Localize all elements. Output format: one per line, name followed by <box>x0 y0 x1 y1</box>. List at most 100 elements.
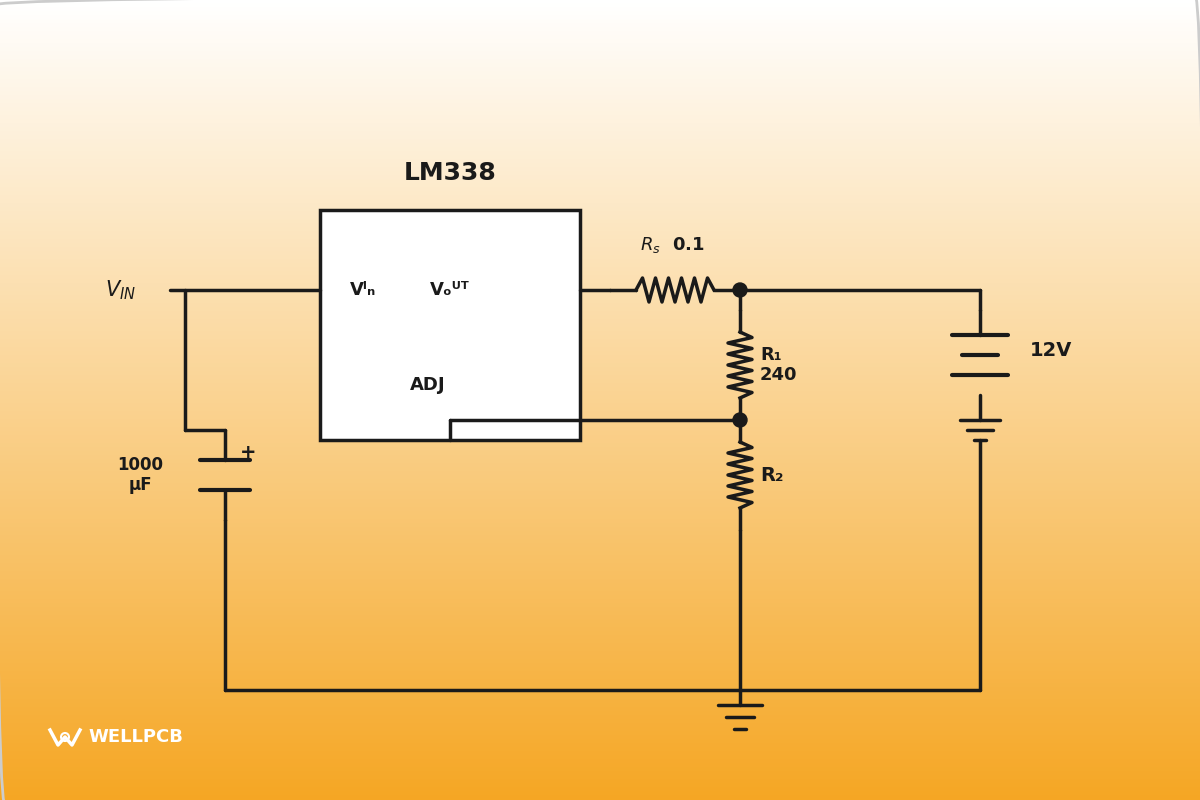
Bar <box>0 248 1200 252</box>
Text: Vₒᵁᵀ: Vₒᵁᵀ <box>430 281 469 299</box>
Bar <box>0 692 1200 696</box>
Bar <box>0 372 1200 376</box>
Bar <box>0 36 1200 40</box>
Bar <box>0 544 1200 548</box>
Bar <box>0 220 1200 224</box>
Bar <box>0 468 1200 472</box>
Bar <box>0 608 1200 612</box>
Bar <box>0 456 1200 460</box>
Bar <box>0 268 1200 272</box>
Bar <box>0 576 1200 580</box>
Bar <box>0 336 1200 340</box>
Bar <box>0 480 1200 484</box>
Bar <box>0 672 1200 676</box>
Bar <box>0 368 1200 372</box>
Bar <box>0 464 1200 468</box>
Bar <box>0 512 1200 516</box>
Bar <box>0 648 1200 652</box>
Bar <box>0 396 1200 400</box>
Bar <box>0 236 1200 240</box>
Circle shape <box>733 413 746 427</box>
Bar <box>0 204 1200 208</box>
Bar <box>0 716 1200 720</box>
Bar <box>0 164 1200 168</box>
Bar <box>0 28 1200 32</box>
Bar <box>0 532 1200 536</box>
Bar <box>0 152 1200 156</box>
Bar <box>0 588 1200 592</box>
Bar <box>0 72 1200 76</box>
Bar <box>0 460 1200 464</box>
Text: $V_{IN}$: $V_{IN}$ <box>106 278 136 302</box>
Bar <box>0 436 1200 440</box>
Bar <box>0 504 1200 508</box>
Bar <box>0 180 1200 184</box>
Bar <box>0 632 1200 636</box>
Text: Vᴵₙ: Vᴵₙ <box>350 281 377 299</box>
Bar <box>0 556 1200 560</box>
Bar <box>0 252 1200 256</box>
Bar <box>0 764 1200 768</box>
Bar <box>0 300 1200 304</box>
Text: R₂: R₂ <box>760 466 784 485</box>
Bar <box>0 344 1200 348</box>
Bar <box>0 560 1200 564</box>
Bar <box>0 524 1200 528</box>
Bar <box>0 668 1200 672</box>
Bar <box>0 508 1200 512</box>
Bar <box>0 196 1200 200</box>
Text: 12V: 12V <box>1030 341 1073 359</box>
Bar <box>0 620 1200 624</box>
Bar <box>0 96 1200 100</box>
Bar <box>0 564 1200 568</box>
Bar <box>0 280 1200 284</box>
Bar <box>0 700 1200 704</box>
Bar <box>0 200 1200 204</box>
Bar <box>0 288 1200 292</box>
Bar <box>0 384 1200 388</box>
Bar <box>0 132 1200 136</box>
Bar <box>0 32 1200 36</box>
Bar <box>0 656 1200 660</box>
Bar <box>0 660 1200 664</box>
Bar <box>0 540 1200 544</box>
Bar <box>0 44 1200 48</box>
Bar <box>0 88 1200 92</box>
Bar <box>0 188 1200 192</box>
Text: +: + <box>240 442 257 462</box>
Bar <box>0 64 1200 68</box>
Bar <box>0 732 1200 736</box>
Bar <box>0 500 1200 504</box>
Bar <box>0 212 1200 216</box>
Bar <box>0 40 1200 44</box>
Bar <box>0 80 1200 84</box>
Bar <box>0 292 1200 296</box>
Bar <box>0 636 1200 640</box>
Bar <box>0 144 1200 148</box>
Bar <box>0 324 1200 328</box>
Bar <box>0 108 1200 112</box>
Bar <box>0 708 1200 712</box>
Bar <box>0 172 1200 176</box>
Bar <box>0 60 1200 64</box>
Bar <box>0 744 1200 748</box>
Bar <box>0 356 1200 360</box>
Bar <box>0 548 1200 552</box>
Bar <box>0 440 1200 444</box>
Bar <box>0 432 1200 436</box>
Bar <box>0 376 1200 380</box>
Bar <box>0 320 1200 324</box>
Bar <box>0 496 1200 500</box>
Bar <box>0 24 1200 28</box>
Bar <box>0 652 1200 656</box>
Bar <box>0 84 1200 88</box>
Bar <box>0 444 1200 448</box>
Bar <box>0 380 1200 384</box>
Bar <box>0 404 1200 408</box>
Bar <box>0 128 1200 132</box>
Bar <box>0 140 1200 144</box>
Bar <box>0 208 1200 212</box>
Bar <box>0 516 1200 520</box>
Bar <box>0 364 1200 368</box>
Bar <box>0 392 1200 396</box>
